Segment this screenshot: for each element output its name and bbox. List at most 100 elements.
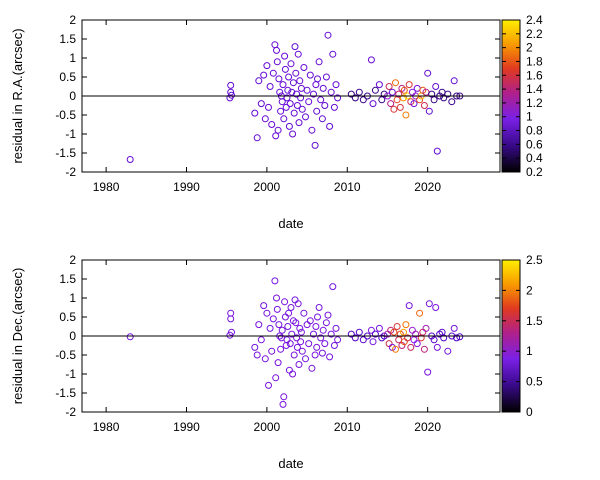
colorbar-tick-label: 1 <box>526 110 533 124</box>
x-tick-label: 1990 <box>173 180 200 194</box>
data-point <box>405 302 413 310</box>
data-point <box>369 100 377 108</box>
y-tick-label: -1.5 <box>55 386 76 400</box>
data-point <box>260 302 268 310</box>
data-point <box>318 349 326 357</box>
data-point <box>326 122 334 130</box>
colorbar-tick-label: 1.8 <box>526 54 543 68</box>
ra-colorbar: 0.20.40.60.811.21.41.61.822.22.4 <box>501 13 543 179</box>
data-point <box>294 300 302 308</box>
data-point <box>450 324 458 332</box>
data-point <box>226 331 234 339</box>
data-point <box>311 141 319 149</box>
data-point <box>388 88 396 96</box>
data-point <box>355 328 363 336</box>
x-tick-label: 2010 <box>334 180 361 194</box>
data-point <box>396 103 404 111</box>
data-point <box>297 94 305 102</box>
data-point <box>294 50 302 58</box>
data-point <box>330 103 338 111</box>
data-point <box>450 77 458 85</box>
data-point <box>428 90 436 98</box>
data-point <box>433 147 441 155</box>
data-point <box>276 88 284 96</box>
colorbar-tick-label: 1.2 <box>526 96 543 110</box>
data-point <box>351 334 359 342</box>
data-point <box>410 100 418 108</box>
data-point <box>281 313 289 321</box>
data-point <box>318 115 326 123</box>
ra-scatter-points <box>126 31 464 163</box>
data-point <box>402 321 410 329</box>
colorbar-tick-label: 2 <box>526 41 533 55</box>
data-point <box>274 126 282 134</box>
data-point <box>313 107 321 115</box>
data-point <box>302 113 309 121</box>
data-point <box>268 121 276 128</box>
data-point <box>378 96 386 104</box>
data-point <box>310 90 317 98</box>
data-point <box>288 330 296 338</box>
data-point <box>296 324 304 332</box>
data-point <box>279 81 287 89</box>
data-point <box>313 343 321 351</box>
data-point <box>297 328 305 336</box>
data-point <box>440 94 448 102</box>
y-tick-label: 1.5 <box>59 32 76 46</box>
data-point <box>300 64 308 71</box>
data-point <box>291 43 299 51</box>
data-point <box>413 340 421 348</box>
data-point <box>412 330 420 338</box>
data-point <box>425 107 433 115</box>
data-point <box>291 296 299 304</box>
data-point <box>275 75 283 83</box>
data-point <box>292 319 300 327</box>
data-point <box>278 326 286 334</box>
colorbar-tick-label: 1 <box>526 344 533 358</box>
data-point <box>280 393 288 401</box>
y-tick-label: 1.5 <box>59 272 76 286</box>
data-point <box>424 69 432 77</box>
data-point <box>395 336 403 344</box>
colorbar-tick-label: 1.4 <box>526 82 543 96</box>
data-point <box>322 73 330 81</box>
data-point <box>329 50 337 58</box>
data-point <box>424 368 432 376</box>
data-point <box>268 347 276 355</box>
data-point <box>126 156 134 163</box>
data-point <box>332 324 340 332</box>
data-point <box>284 323 292 330</box>
data-point <box>347 90 355 98</box>
data-point <box>432 83 440 90</box>
data-point <box>375 81 383 89</box>
data-point <box>251 343 259 351</box>
colorbar-tick-label: 2.4 <box>526 13 543 27</box>
data-point <box>274 359 282 367</box>
data-point <box>329 283 337 291</box>
data-point <box>367 56 375 64</box>
data-point <box>359 96 367 104</box>
data-point <box>283 94 291 102</box>
data-point <box>393 323 401 330</box>
y-tick-label: 0 <box>69 329 76 343</box>
data-point <box>334 94 342 102</box>
data-point <box>257 100 265 108</box>
data-point <box>351 94 359 102</box>
colorbar-tick-label: 2.2 <box>526 27 543 41</box>
data-point <box>303 86 311 94</box>
data-point <box>321 102 329 109</box>
data-point <box>278 98 286 106</box>
data-point <box>312 81 320 89</box>
data-point <box>265 381 272 389</box>
data-point <box>425 300 433 308</box>
data-point <box>367 326 375 334</box>
data-point <box>298 105 306 113</box>
data-point <box>255 321 263 329</box>
data-point <box>456 333 464 341</box>
data-point <box>285 122 293 130</box>
data-point <box>266 324 274 332</box>
data-point <box>385 83 393 90</box>
data-point <box>285 309 293 317</box>
data-point <box>390 105 398 113</box>
